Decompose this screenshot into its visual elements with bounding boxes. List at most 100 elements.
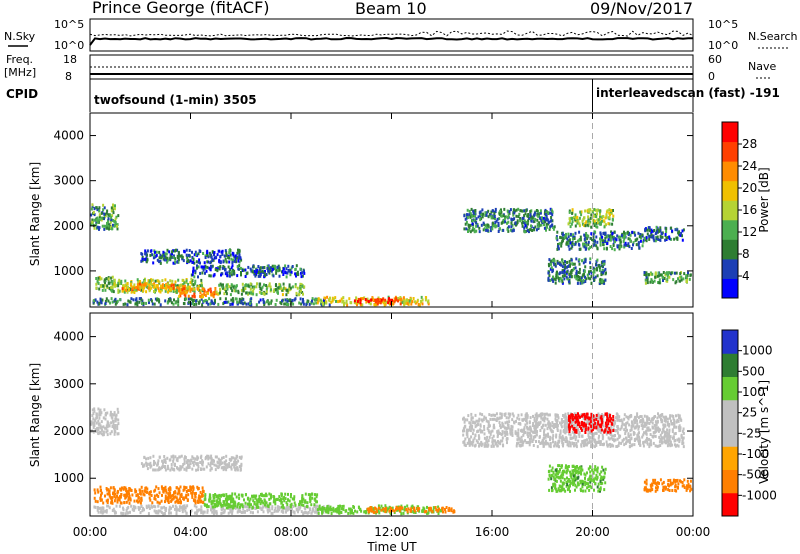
heatmap-cell (575, 257, 578, 261)
heatmap-cell (267, 505, 270, 508)
heatmap-cell (506, 432, 509, 436)
heatmap-cell (479, 214, 482, 217)
heatmap-cell (392, 302, 395, 306)
heatmap-cell (559, 429, 562, 433)
heatmap-cell (186, 258, 189, 262)
heatmap-cell (602, 232, 605, 235)
heatmap-cell (116, 489, 119, 493)
heatmap-cell (321, 511, 324, 515)
heatmap-cell (412, 297, 415, 300)
heatmap-cell (593, 278, 596, 282)
heatmap-cell (268, 497, 271, 501)
heatmap-cell (510, 225, 513, 229)
heatmap-cell (302, 503, 305, 507)
heatmap-cell (674, 281, 677, 285)
heatmap-cell (619, 419, 622, 423)
heatmap-cell (471, 214, 474, 218)
heatmap-cell (349, 507, 352, 511)
heatmap-cell (611, 420, 614, 424)
heatmap-cell (485, 213, 488, 217)
heatmap-cell (523, 209, 526, 213)
heatmap-cell (294, 272, 297, 276)
heatmap-cell (114, 221, 117, 225)
heatmap-cell (462, 429, 464, 433)
heatmap-cell (429, 508, 432, 512)
heatmap-cell (193, 504, 196, 508)
heatmap-cell (195, 468, 198, 472)
heatmap-cell (155, 250, 158, 254)
heatmap-cell (313, 505, 316, 509)
heatmap-cell (380, 508, 383, 512)
heatmap-cell (318, 507, 321, 511)
heatmap-cell (230, 500, 232, 504)
heatmap-cell (253, 269, 256, 273)
heatmap-cell (107, 220, 109, 224)
heatmap-cell (503, 220, 505, 224)
heatmap-cell (627, 416, 629, 419)
heatmap-cell (519, 440, 522, 444)
heatmap-cell (512, 414, 515, 418)
heatmap-cell (100, 432, 103, 436)
heatmap-cell (210, 466, 213, 470)
heatmap-cell (561, 278, 563, 282)
heatmap-cell (296, 286, 299, 290)
heatmap-cell (615, 238, 618, 242)
heatmap-cell (650, 231, 653, 235)
heatmap-cell (110, 285, 113, 289)
heatmap-cell (504, 434, 507, 438)
heatmap-cell (536, 218, 539, 222)
heatmap-cell (303, 506, 306, 510)
heatmap-cell (419, 299, 422, 303)
heatmap-cell (284, 497, 287, 501)
heatmap-cell (158, 260, 161, 264)
heatmap-cell (186, 459, 189, 463)
heatmap-cell (301, 271, 304, 275)
heatmap-cell (623, 413, 626, 417)
heatmap-cell (501, 220, 504, 224)
heatmap-cell (213, 503, 216, 506)
heatmap-cell (172, 261, 175, 265)
heatmap-cell (216, 253, 219, 257)
heatmap-cell (270, 511, 273, 515)
heatmap-cell (228, 271, 231, 275)
heatmap-cell (322, 298, 325, 302)
heatmap-cell (271, 505, 274, 509)
heatmap-cell (241, 505, 244, 509)
heatmap-cell (593, 224, 596, 227)
heatmap-cell (279, 285, 282, 289)
heatmap-cell (587, 215, 590, 219)
heatmap-cell (631, 230, 634, 234)
heatmap-cell (183, 467, 186, 471)
heatmap-cell (608, 234, 611, 238)
heatmap-cell (435, 508, 438, 512)
heatmap-cell (601, 260, 604, 264)
heatmap-cell (661, 273, 664, 277)
heatmap-cell (215, 511, 218, 515)
nsky-label: N.Sky (4, 30, 36, 43)
heatmap-cell (183, 281, 186, 285)
heatmap-cell (100, 218, 103, 222)
heatmap-cell (149, 456, 152, 460)
heatmap-cell (293, 298, 296, 302)
heatmap-cell (235, 297, 238, 301)
heatmap-cell (191, 485, 194, 489)
heatmap-cell (114, 284, 117, 288)
heatmap-cell (154, 250, 156, 254)
heatmap-cell (227, 505, 230, 509)
heatmap-cell (469, 215, 472, 219)
heatmap-cell (102, 501, 105, 505)
heatmap-cell (160, 506, 163, 510)
heatmap-cell (577, 242, 580, 246)
heatmap-cell (540, 223, 543, 227)
heatmap-cell (121, 287, 124, 291)
heatmap-cell (162, 488, 165, 491)
heatmap-cell (508, 210, 511, 214)
heatmap-cell (102, 416, 105, 420)
heatmap-cell (222, 493, 225, 497)
heatmap-cell (182, 504, 185, 508)
heatmap-cell (601, 264, 604, 268)
heatmap-cell (585, 277, 588, 281)
heatmap-cell (546, 218, 549, 222)
heatmap-cell (572, 268, 575, 272)
heatmap-cell (231, 289, 234, 293)
